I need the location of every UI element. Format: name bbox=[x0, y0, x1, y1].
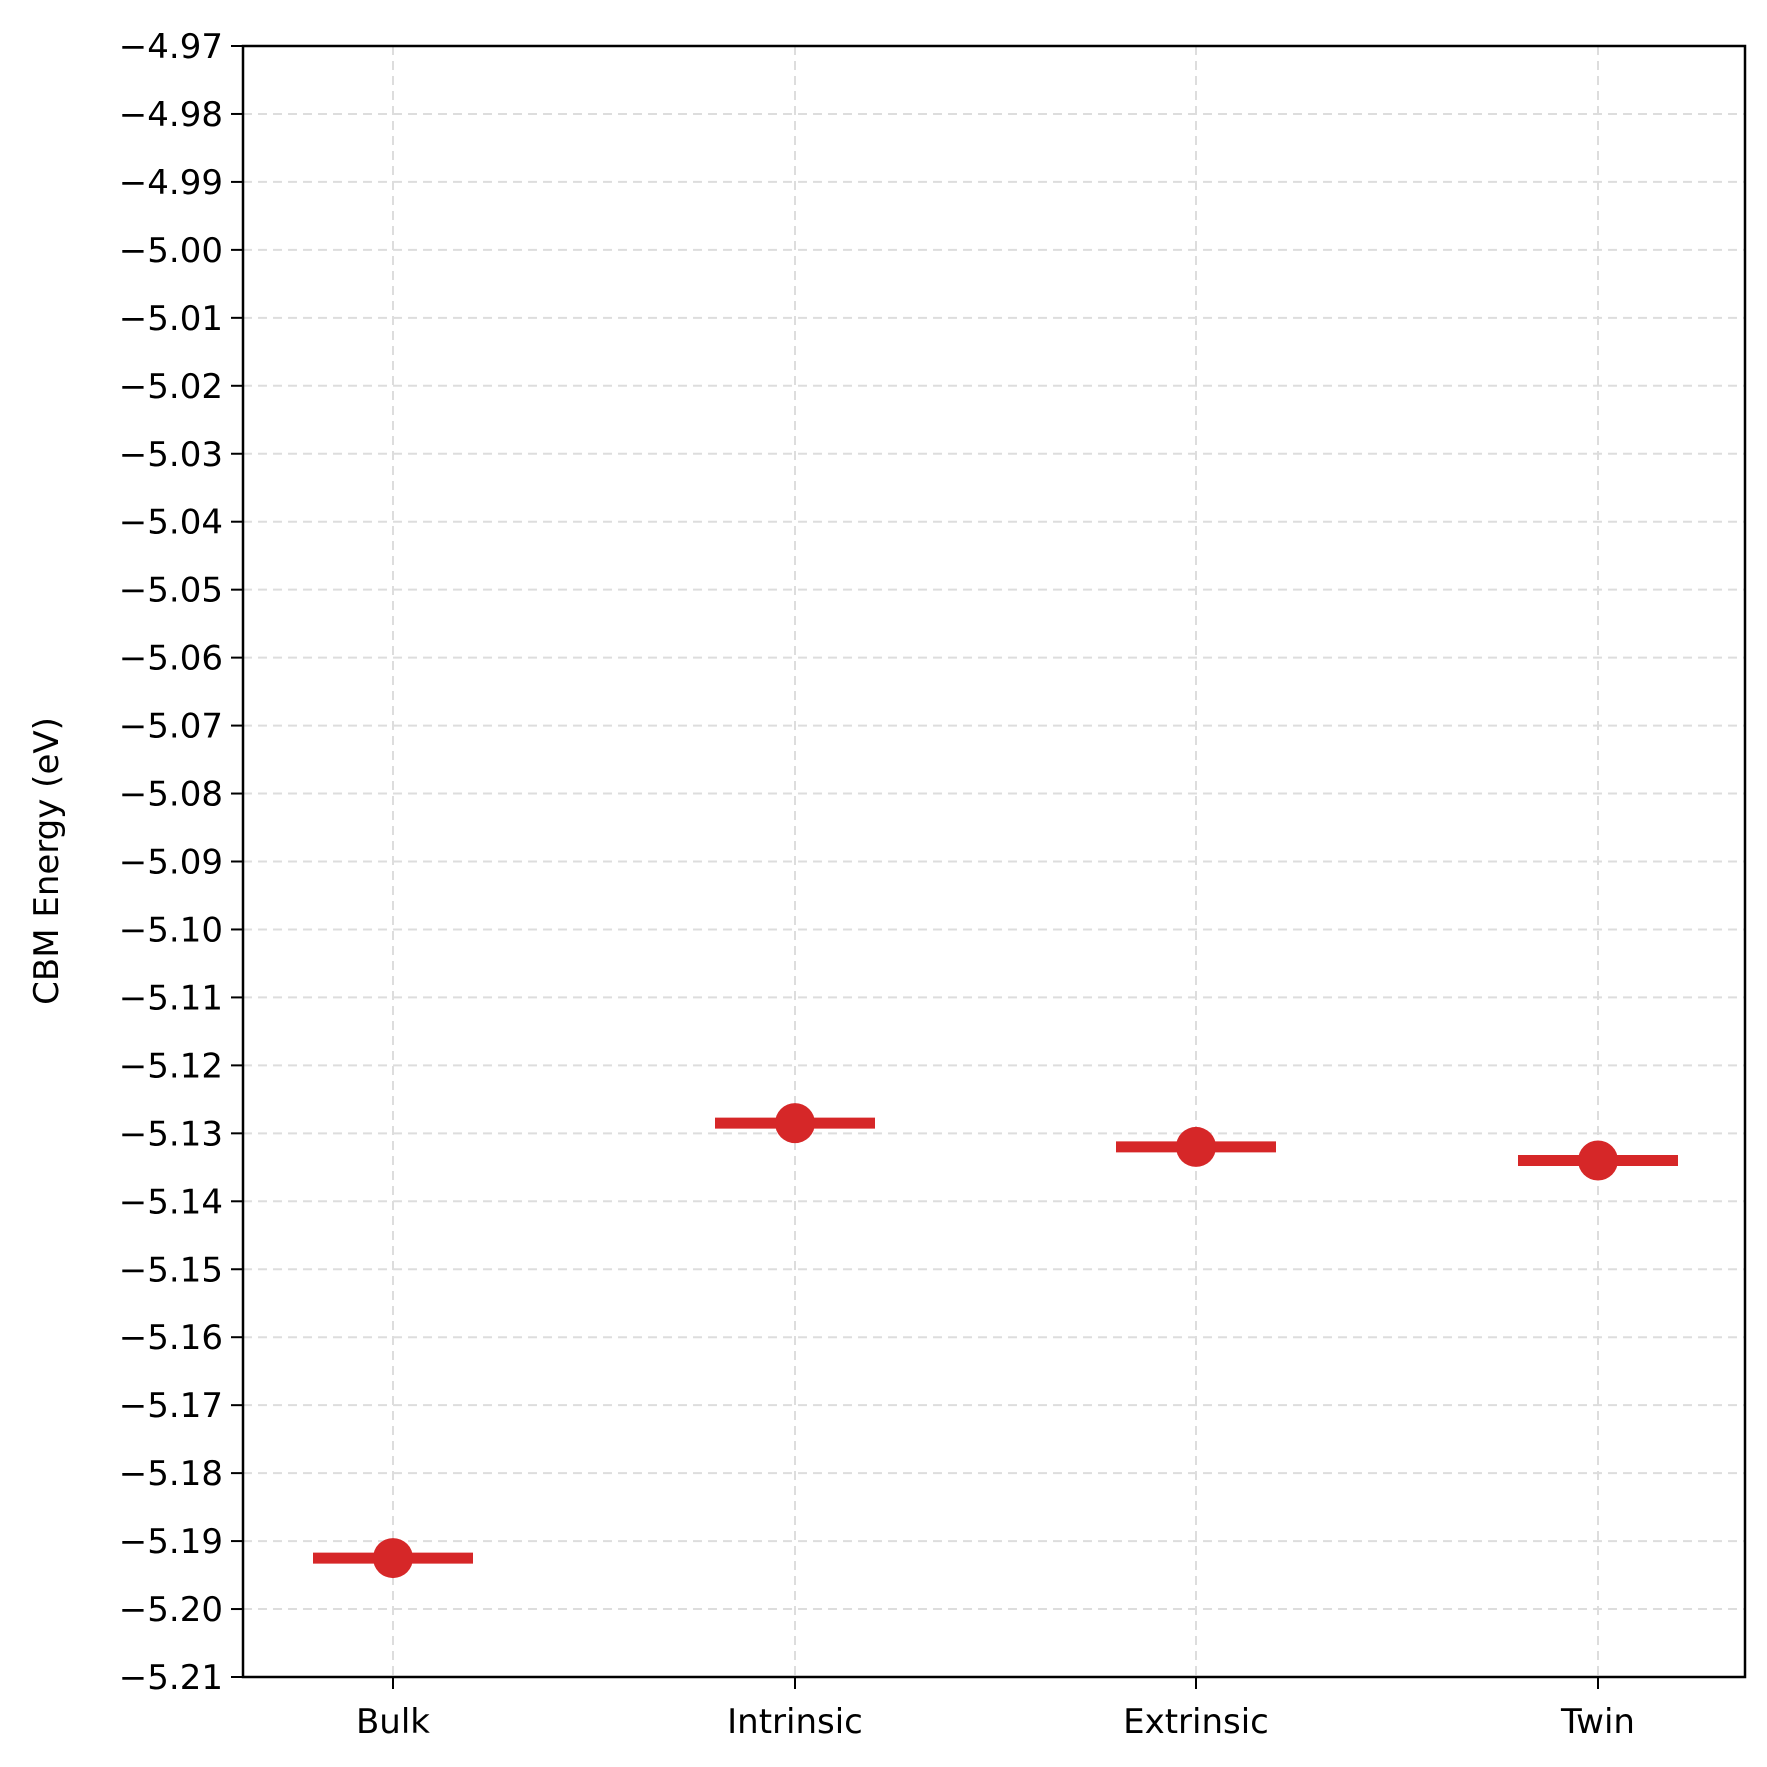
y-tick-label: −5.05 bbox=[119, 571, 223, 611]
energy-point bbox=[373, 1538, 413, 1579]
y-tick-label: −5.19 bbox=[119, 1522, 223, 1562]
y-tick-label: −5.13 bbox=[119, 1114, 223, 1154]
y-tick-label: −5.09 bbox=[119, 843, 223, 883]
y-axis: −4.97 −4.98 −4.99 −5.00 −5.01 −5.02 −5.03 −5.04… bbox=[119, 27, 243, 1698]
y-tick-label: −5.10 bbox=[119, 910, 223, 950]
y-tick-label: −5.12 bbox=[119, 1046, 223, 1086]
energy-point bbox=[775, 1103, 815, 1144]
y-tick-label: −5.16 bbox=[119, 1318, 223, 1358]
x-axis: Bulk Intrinsic Extrinsic Twin bbox=[356, 1677, 1635, 1742]
y-tick-label: −5.11 bbox=[119, 978, 223, 1018]
y-tick-label: −4.99 bbox=[119, 163, 223, 203]
y-tick-label: −5.00 bbox=[119, 231, 223, 271]
x-tick-label: Intrinsic bbox=[727, 1702, 863, 1742]
x-tick-label: Bulk bbox=[356, 1702, 430, 1742]
grid-lines bbox=[243, 45, 1745, 1678]
y-tick-label: −5.02 bbox=[119, 367, 223, 407]
y-tick-label: −4.98 bbox=[119, 95, 223, 135]
y-tick-label: −5.04 bbox=[119, 503, 223, 543]
y-tick-label: −5.06 bbox=[119, 639, 223, 679]
y-tick-label: −5.01 bbox=[119, 299, 223, 339]
y-tick-label: −5.14 bbox=[119, 1182, 223, 1222]
y-tick-label: −5.08 bbox=[119, 775, 223, 815]
y-tick-label: −5.18 bbox=[119, 1454, 223, 1494]
y-tick-label: −5.07 bbox=[119, 707, 223, 747]
x-tick-label: Twin bbox=[1560, 1702, 1635, 1742]
y-tick-label: −4.97 bbox=[119, 27, 223, 67]
y-tick-label: −5.17 bbox=[119, 1386, 223, 1426]
y-tick-label: −5.15 bbox=[119, 1250, 223, 1290]
x-tick-label: Extrinsic bbox=[1123, 1702, 1269, 1742]
y-tick-label: −5.20 bbox=[119, 1590, 223, 1630]
energy-point bbox=[1176, 1126, 1216, 1167]
y-tick-label: −5.21 bbox=[119, 1658, 223, 1698]
y-axis-title: CBM Energy (eV) bbox=[27, 717, 67, 1005]
energy-point bbox=[1578, 1140, 1618, 1181]
data-marks bbox=[313, 1103, 1678, 1579]
y-tick-label: −5.03 bbox=[119, 435, 223, 475]
